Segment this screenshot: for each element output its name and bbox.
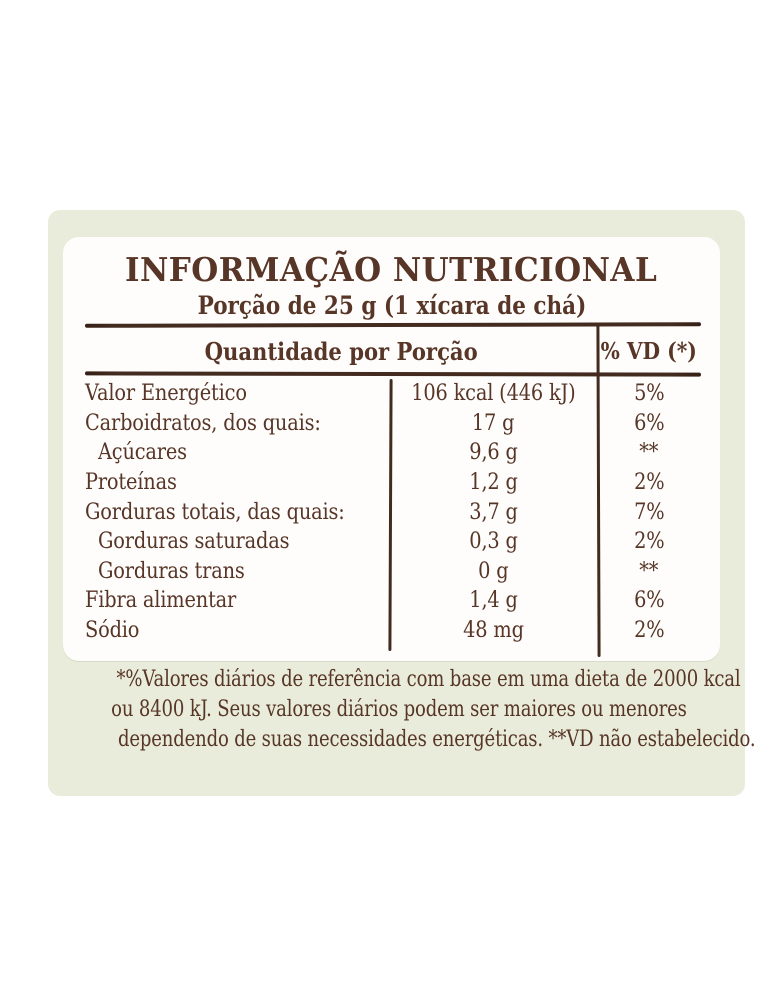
- vd-header-cell: % VD (*): [597, 330, 701, 372]
- table-row: Gorduras totais, das quais: 3,7 g 7%: [85, 497, 701, 527]
- footnote-line: *%Valores diários de referência com base…: [116, 667, 741, 692]
- nutrient-vd: **: [639, 440, 659, 466]
- label-title-text: INFORMAÇÃO NUTRICIONAL: [125, 250, 658, 289]
- nutrient-value: 9,6 g: [469, 440, 518, 466]
- table-row: Sódio 48 mg 2%: [85, 616, 701, 646]
- nutrient-name: Gorduras totais, das quais:: [85, 499, 345, 525]
- nutrient-value: 0 g: [478, 558, 509, 584]
- quantity-header-cell: Quantidade por Porção: [85, 330, 597, 372]
- nutrition-table: Quantidade por Porção % VD (*) Valor Ene…: [84, 322, 702, 661]
- nutrient-name: Gorduras saturadas: [98, 529, 290, 555]
- nutrient-name: Carboidratos, dos quais:: [85, 410, 321, 436]
- daily-values-footnote: *%Valores diários de referência com base…: [48, 665, 756, 755]
- nutrient-value: 1,2 g: [469, 470, 518, 496]
- nutrient-name: Açúcares: [98, 440, 187, 466]
- nutrient-value: 48 mg: [463, 618, 524, 644]
- quantity-header-text: Quantidade por Porção: [204, 336, 478, 366]
- nutrient-vd: **: [639, 558, 659, 584]
- serving-size-text: Porção de 25 g (1 xícara de chá): [197, 291, 586, 320]
- nutrient-vd: 2%: [633, 618, 665, 644]
- nutrient-vd: 5%: [633, 381, 665, 407]
- nutrient-name: Fibra alimentar: [85, 588, 237, 614]
- table-row: Fibra alimentar 1,4 g 6%: [85, 586, 701, 616]
- nutrient-name: Gorduras trans: [98, 558, 245, 584]
- footnote-line: dependendo de suas necessidades energéti…: [117, 727, 756, 752]
- nutrient-value: 1,4 g: [469, 588, 518, 614]
- table-top-border: [84, 322, 702, 328]
- nutrition-panel: INFORMAÇÃO NUTRICIONAL Porção de 25 g (1…: [63, 237, 720, 661]
- nutrient-value: 106 kcal (446 kJ): [411, 381, 576, 407]
- serving-size: Porção de 25 g (1 xícara de chá): [63, 291, 720, 320]
- header-bottom-border: [84, 371, 702, 377]
- vd-header-text: % VD (*): [600, 337, 698, 365]
- footnote-line: ou 8400 kJ. Seus valores diários podem s…: [111, 697, 687, 722]
- nutrient-vd: 6%: [633, 410, 665, 436]
- table-rows: Valor Energético 106 kcal (446 kJ) 5% Ca…: [85, 379, 701, 645]
- nutrient-name: Proteínas: [85, 470, 177, 496]
- table-row: Valor Energético 106 kcal (446 kJ) 5%: [85, 379, 701, 409]
- nutrition-label-card: INFORMAÇÃO NUTRICIONAL Porção de 25 g (1…: [48, 210, 756, 796]
- nutrient-vd: 7%: [633, 499, 665, 525]
- nutrient-value: 17 g: [472, 410, 515, 436]
- nutrient-vd: 2%: [633, 529, 665, 555]
- nutrient-value: 3,7 g: [469, 499, 518, 525]
- nutrient-name: Sódio: [85, 618, 140, 644]
- table-row: Proteínas 1,2 g 2%: [85, 468, 701, 498]
- table-row: Gorduras trans 0 g **: [85, 557, 701, 587]
- nutrient-name: Valor Energético: [85, 381, 247, 407]
- label-title: INFORMAÇÃO NUTRICIONAL: [63, 250, 720, 289]
- nutrient-vd: 6%: [633, 588, 665, 614]
- table-row: Carboidratos, dos quais: 17 g 6%: [85, 409, 701, 439]
- nutrient-vd: 2%: [633, 470, 665, 496]
- table-row: Gorduras saturadas 0,3 g 2%: [85, 527, 701, 557]
- table-row: Açúcares 9,6 g **: [85, 438, 701, 468]
- nutrient-value: 0,3 g: [469, 529, 518, 555]
